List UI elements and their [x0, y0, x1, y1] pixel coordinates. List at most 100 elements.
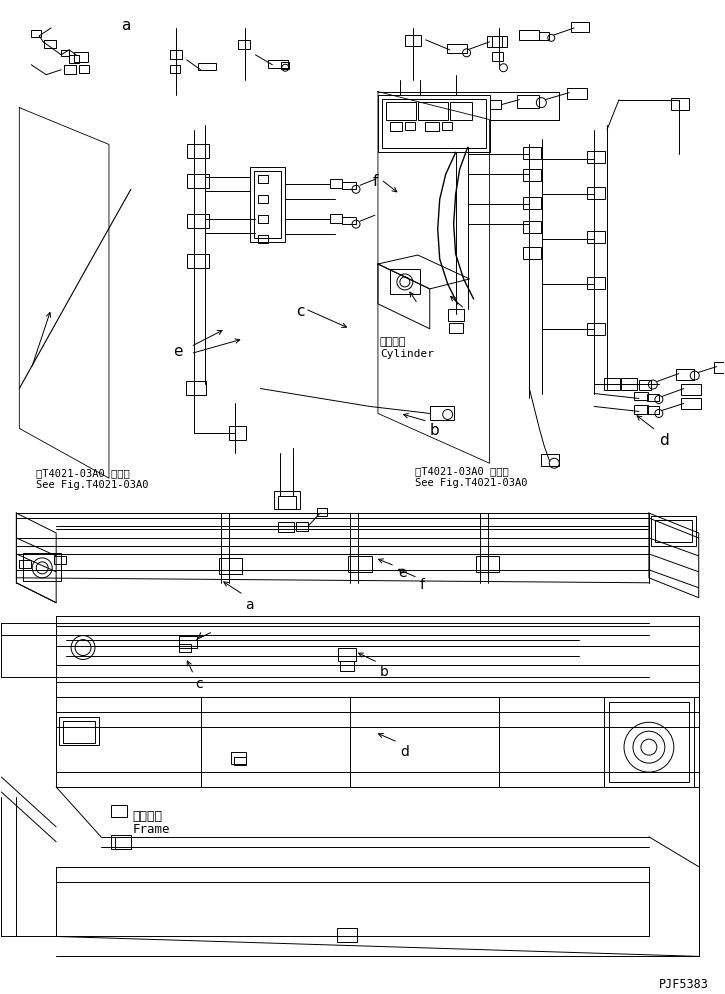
Bar	[539, 32, 550, 40]
Bar	[239, 40, 250, 49]
Bar	[297, 522, 308, 531]
Bar	[713, 362, 725, 373]
Bar	[231, 752, 247, 764]
Bar	[486, 36, 502, 47]
Bar	[587, 151, 605, 163]
Bar	[170, 50, 182, 59]
Text: PJF5383: PJF5383	[659, 978, 708, 991]
Bar	[258, 215, 268, 223]
Bar	[274, 491, 300, 509]
Text: e: e	[398, 566, 407, 580]
Bar	[186, 144, 209, 158]
Bar	[651, 516, 696, 546]
Text: 第T4021-03A0 図参照: 第T4021-03A0 図参照	[36, 468, 130, 478]
Text: f: f	[420, 578, 425, 591]
Bar	[425, 121, 439, 130]
Bar	[676, 369, 694, 380]
Bar	[405, 121, 415, 129]
Bar	[258, 195, 268, 203]
Bar	[228, 426, 247, 440]
Bar	[587, 187, 605, 199]
Text: a: a	[121, 18, 130, 33]
Bar	[655, 520, 692, 542]
Bar	[671, 97, 689, 109]
Bar	[254, 171, 281, 239]
Bar	[418, 101, 447, 119]
Bar	[115, 837, 131, 849]
Bar	[523, 147, 542, 159]
Bar	[390, 269, 420, 294]
Bar	[634, 392, 648, 401]
Bar	[567, 87, 587, 98]
Bar	[268, 60, 289, 68]
Bar	[281, 62, 289, 69]
Bar	[430, 407, 454, 420]
Bar	[604, 698, 694, 787]
Bar	[639, 380, 651, 390]
Bar	[63, 722, 95, 744]
Bar	[519, 30, 539, 40]
Bar	[250, 167, 286, 243]
Bar	[587, 277, 605, 289]
Bar	[523, 248, 542, 259]
Bar	[317, 508, 327, 516]
Text: Frame: Frame	[133, 823, 170, 836]
Bar	[330, 179, 342, 188]
Bar	[186, 254, 209, 268]
Bar	[278, 522, 294, 532]
Bar	[278, 496, 297, 509]
Bar	[386, 101, 416, 119]
Text: b: b	[430, 423, 439, 438]
Bar	[647, 407, 659, 414]
Text: 第T4021-03A0 図参照: 第T4021-03A0 図参照	[415, 466, 508, 476]
Bar	[59, 718, 99, 746]
Bar	[542, 454, 559, 466]
Bar	[390, 121, 402, 130]
Bar	[186, 381, 206, 395]
Bar	[492, 36, 507, 47]
Bar	[218, 558, 242, 574]
Bar	[489, 99, 502, 108]
Bar	[54, 556, 66, 564]
Bar	[44, 40, 56, 48]
Text: a: a	[246, 597, 254, 611]
Text: フレーム: フレーム	[133, 810, 163, 823]
Bar	[382, 98, 486, 148]
Bar	[74, 52, 88, 62]
Text: Cylinder: Cylinder	[380, 349, 434, 359]
Bar	[378, 94, 489, 152]
Text: d: d	[659, 433, 668, 448]
Bar	[587, 323, 605, 335]
Bar	[604, 378, 620, 390]
Bar	[405, 35, 420, 46]
Bar	[111, 805, 127, 817]
Bar	[69, 55, 79, 63]
Bar	[681, 384, 701, 395]
Text: b: b	[380, 665, 389, 680]
Bar	[681, 399, 701, 410]
Bar	[23, 553, 61, 580]
Bar	[447, 44, 467, 53]
Text: e: e	[173, 344, 182, 359]
Bar	[587, 232, 605, 244]
Bar	[111, 835, 131, 849]
Bar	[442, 121, 452, 129]
Text: See Fig.T4021-03A0: See Fig.T4021-03A0	[415, 478, 527, 488]
Text: c: c	[297, 304, 304, 319]
Bar	[523, 197, 542, 209]
Bar	[234, 757, 247, 765]
Bar	[342, 217, 356, 225]
Bar	[170, 65, 180, 73]
Bar	[20, 560, 31, 568]
Bar	[523, 221, 542, 234]
Text: シリンダ: シリンダ	[380, 337, 407, 347]
Bar	[523, 169, 542, 181]
Bar	[338, 647, 356, 661]
Bar	[178, 635, 196, 647]
Bar	[609, 703, 689, 782]
Bar	[340, 661, 354, 672]
Bar	[348, 556, 372, 572]
Bar	[258, 236, 268, 244]
Bar	[571, 22, 589, 32]
Bar	[198, 63, 215, 70]
